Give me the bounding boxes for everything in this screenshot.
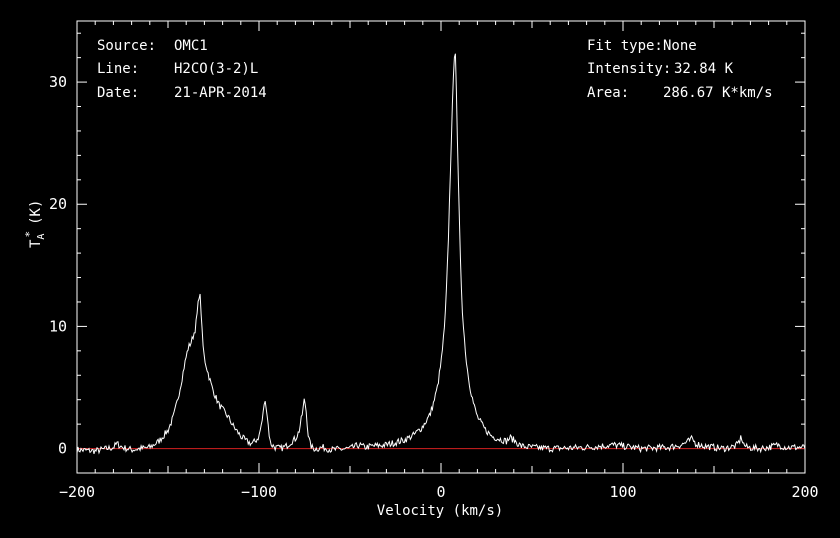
date-value: 21-APR-2014	[174, 85, 267, 101]
x-axis-label: Velocity (km/s)	[377, 503, 503, 519]
y-axis-label-subscript: A	[36, 234, 47, 240]
intensity-value: 32.84 K	[674, 61, 734, 77]
y-tick-label: 20	[49, 195, 67, 213]
fit-type-label: Fit type:	[587, 38, 663, 54]
plot-frame	[76, 20, 806, 474]
fit-type-value: None	[663, 38, 697, 54]
x-tick-label: 100	[609, 483, 636, 501]
y-tick-label: 10	[49, 317, 67, 335]
source-label: Source:	[97, 38, 156, 54]
axis-ticks	[76, 21, 806, 474]
line-value: H2CO(3-2)L	[174, 61, 258, 77]
y-tick-label: 30	[49, 73, 67, 91]
x-tick-label: −100	[241, 483, 277, 501]
x-tick-label: −200	[59, 483, 95, 501]
line-label: Line:	[97, 61, 139, 77]
area-value: 286.67 K*km/s	[663, 85, 773, 101]
spectrum-line	[76, 53, 806, 455]
x-tick-label: 200	[791, 483, 818, 501]
y-axis-label-unit: (K)	[28, 200, 44, 225]
y-tick-label: 0	[58, 440, 67, 458]
y-axis-label: TA* (K)	[23, 200, 47, 248]
area-label: Area:	[587, 85, 629, 101]
y-axis-label-symbol: T	[28, 239, 44, 248]
y-axis-label-superscript: *	[23, 231, 36, 238]
intensity-label: Intensity:	[587, 61, 671, 77]
source-value: OMC1	[174, 38, 208, 54]
date-label: Date:	[97, 85, 139, 101]
tick-labels: −200 −100 0 100 200 0 10 20 30	[49, 73, 819, 501]
svg-text:TA*(K): TA* (K)	[23, 200, 47, 248]
x-tick-label: 0	[436, 483, 445, 501]
